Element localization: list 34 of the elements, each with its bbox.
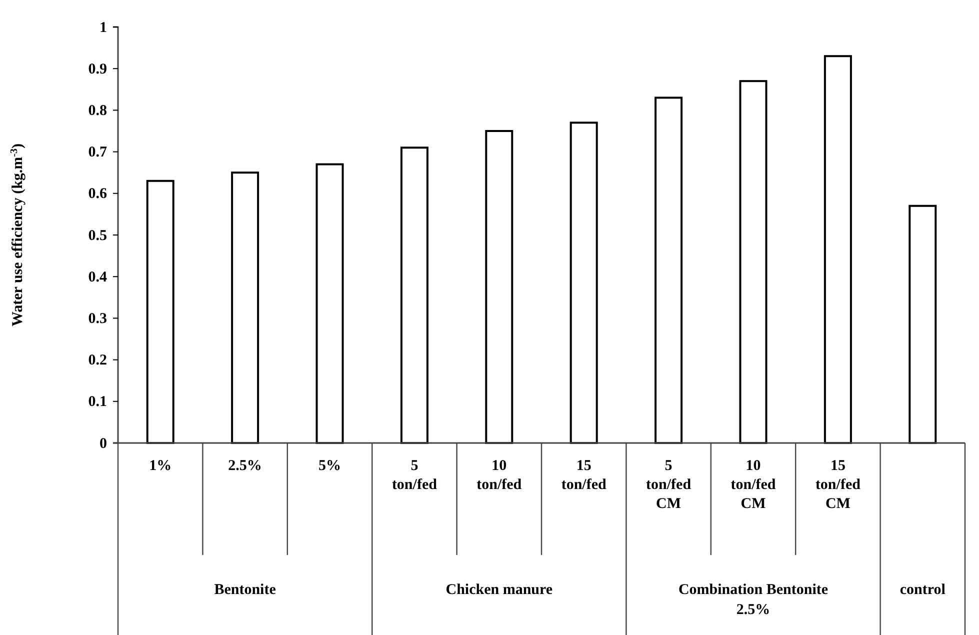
bar [654,96,683,444]
bar [231,172,260,444]
x-tick-label: 2.5% [228,458,262,474]
y-tick-label: 0.7 [88,144,108,161]
y-tick-label: 0.1 [88,394,107,410]
x-tick-label: 10 ton/fed CM [730,458,776,512]
y-tick-label: 0.4 [88,269,108,286]
y-tick-label: 0.3 [88,311,107,327]
y-tick-label: 0.5 [88,228,107,244]
bar [824,55,852,444]
text: Chicken manure [446,582,553,598]
x-tick-label: 5 ton/fed [392,458,438,493]
x-tick-label: 15 ton/fed CM [815,458,862,512]
bar [400,146,428,444]
bar [146,180,174,444]
y-tick-label: 0.8 [88,103,107,119]
x-tick-label: 1% [149,458,172,474]
y-tick-label: 0.2 [88,352,107,369]
y-tick-label: 0.9 [88,61,107,78]
x-tick-label: 5 ton/fed CM [646,458,692,512]
bar [908,204,937,444]
bar [570,122,598,444]
x-tick-label: 5% [318,458,341,474]
text: Bentonite [214,582,276,598]
x-tick-label: 10 ton/fed [476,458,522,493]
bar [316,163,344,444]
y-tick-label: 0 [100,436,107,452]
bar [739,80,768,444]
x-tick-label: 15 ton/fed [561,458,608,493]
text: Combination Bentonite 2.5% [678,582,828,618]
bar [485,130,514,444]
text: control [900,582,946,598]
y-tick-label: 0.6 [88,186,108,202]
y-tick-label: 1 [100,20,107,36]
